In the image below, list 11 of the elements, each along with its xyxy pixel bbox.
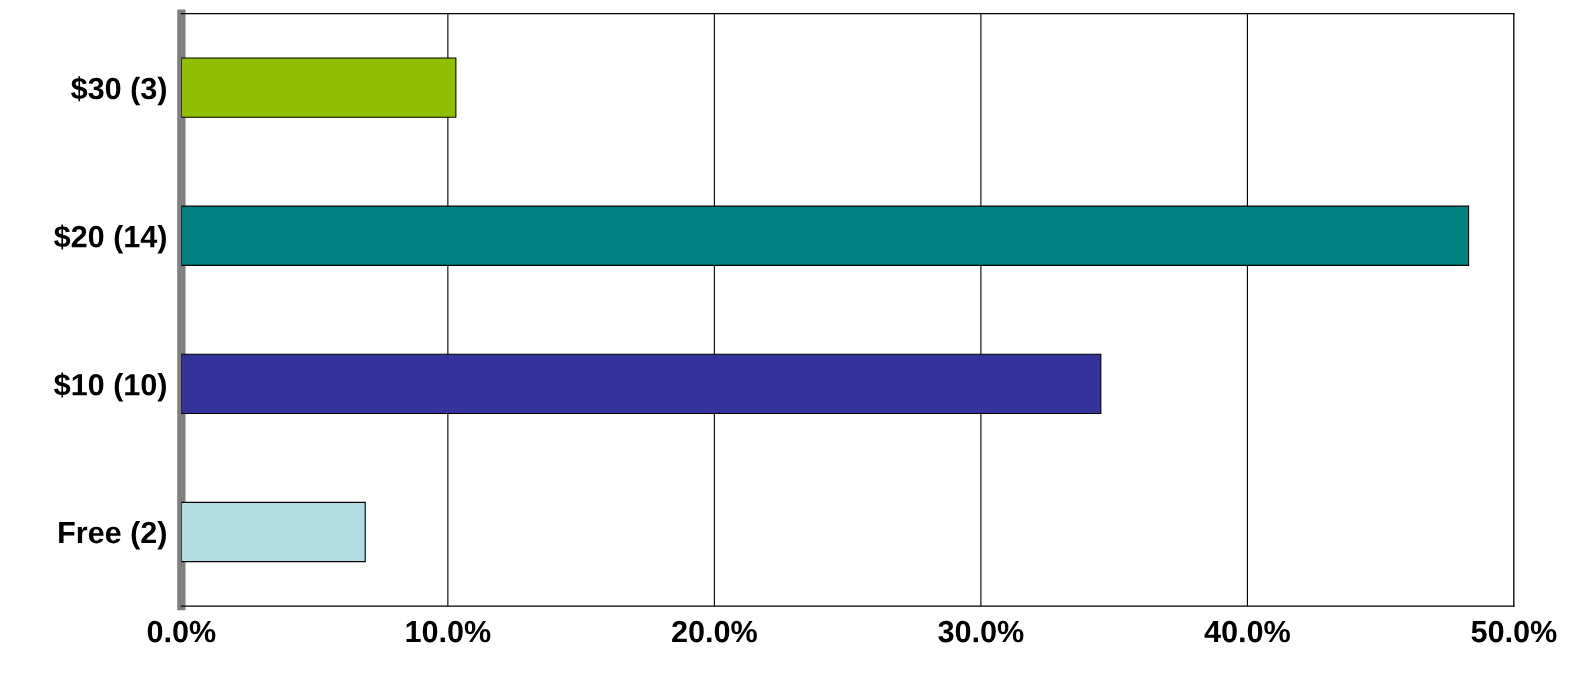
x-tick-label: 30.0% <box>938 620 1024 643</box>
x-tick-label: 40.0% <box>1204 620 1290 643</box>
bar <box>181 501 366 563</box>
x-tick-label: 10.0% <box>406 620 491 643</box>
x-tick-label: 50.0% <box>1471 620 1557 643</box>
y-tick-label: $10 (10) <box>54 372 166 402</box>
y-tick-label: $30 (3) <box>71 76 166 106</box>
y-tick-label: Free (2) <box>59 520 166 550</box>
x-tick-label: 20.0% <box>672 620 757 643</box>
y-tick-label: $20 (14) <box>54 224 166 254</box>
x-tick-label: 0.0% <box>147 620 216 643</box>
